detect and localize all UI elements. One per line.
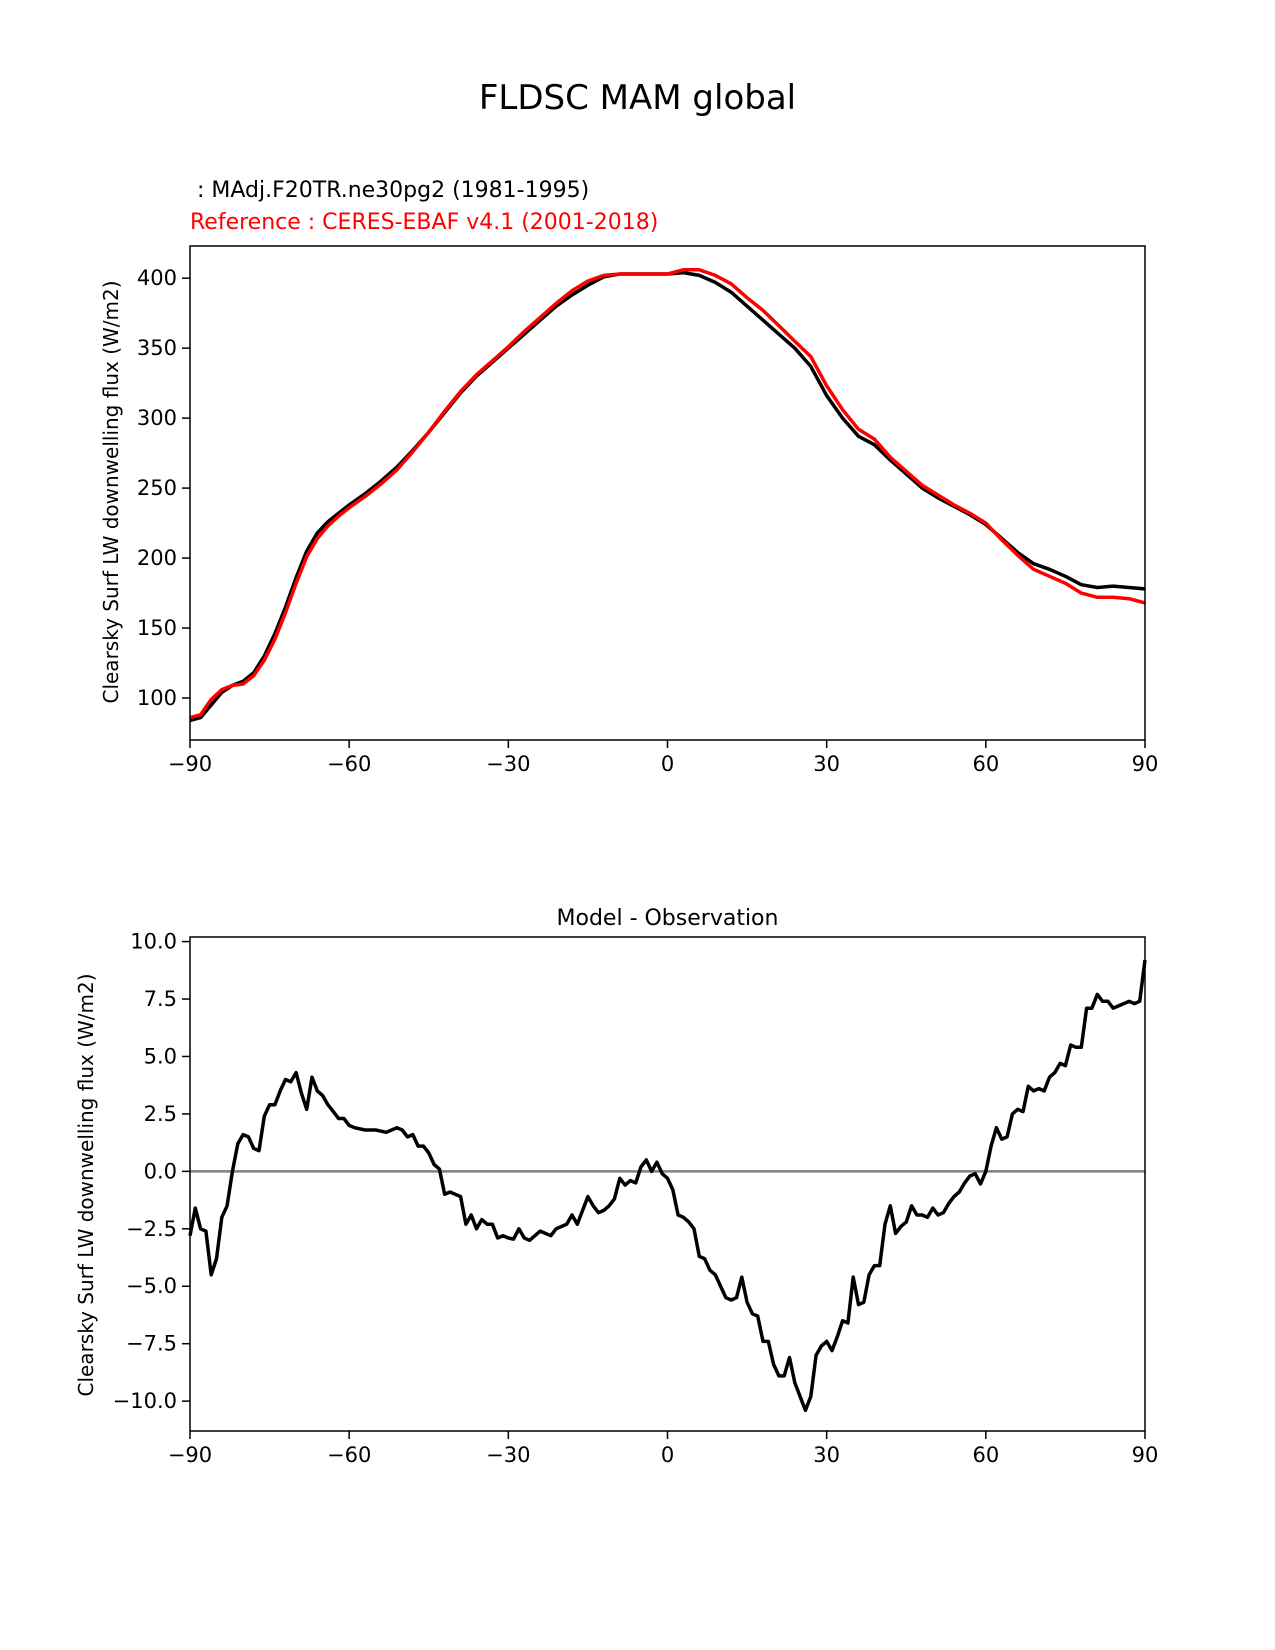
top-chart-x-tick-label: −30 bbox=[486, 752, 530, 776]
top-chart-x-tick-label: 60 bbox=[972, 752, 999, 776]
bottom-chart-y-axis-label: Clearsky Surf LW downwelling flux (W/m2) bbox=[74, 973, 98, 1396]
bottom-chart-x-tick-label: 30 bbox=[813, 1443, 840, 1467]
bottom-chart-y-tick-label: 2.5 bbox=[144, 1102, 177, 1126]
bottom-chart-y-tick-label: −5.0 bbox=[126, 1274, 177, 1298]
top-chart-y-tick-label: 250 bbox=[137, 476, 177, 500]
bottom-chart-ticks: −90 −60 −30 0 30 60 90 10.0 7.5 5.0 2.5 0.0 −2.5 −5.0… bbox=[113, 930, 1159, 1467]
bottom-chart-series-line-model bbox=[188, 959, 1147, 1413]
top-chart-x-tick-label: 30 bbox=[813, 752, 840, 776]
top-chart-x-tick-label: −60 bbox=[327, 752, 371, 776]
top-chart-series bbox=[189, 268, 1146, 723]
bottom-chart-frame bbox=[189, 936, 1146, 1432]
top-chart-reference-label: Reference : CERES-EBAF v4.1 (2001-2018) bbox=[190, 210, 658, 235]
bottom-chart-y-tick-label: −2.5 bbox=[126, 1217, 177, 1241]
bottom-chart-y-tick-label: 10.0 bbox=[130, 930, 177, 954]
bottom-chart-x-tick-label: 60 bbox=[972, 1443, 999, 1467]
top-chart-panel: : MAdj.F20TR.ne30pg2 (1981-1995) Referen… bbox=[99, 178, 1158, 776]
bottom-chart-x-tick-label: −30 bbox=[486, 1443, 530, 1467]
bottom-chart-x-tick-label: 0 bbox=[661, 1443, 674, 1467]
bottom-chart-y-tick-label: −10.0 bbox=[113, 1389, 177, 1413]
bottom-chart-x-tick-label: 90 bbox=[1132, 1443, 1159, 1467]
top-chart-x-tick-label: −90 bbox=[168, 752, 212, 776]
top-chart-x-tick-label: 90 bbox=[1132, 752, 1159, 776]
top-chart-frame bbox=[189, 245, 1146, 741]
top-chart-y-tick-label: 350 bbox=[137, 336, 177, 360]
bottom-chart-y-tick-label: 7.5 bbox=[144, 987, 177, 1011]
top-chart-y-tick-label: 200 bbox=[137, 546, 177, 570]
top-chart-y-tick-label: 150 bbox=[137, 616, 177, 640]
top-chart-test-label: : MAdj.F20TR.ne30pg2 (1981-1995) bbox=[190, 178, 589, 203]
top-chart-x-tick-label: 0 bbox=[661, 752, 674, 776]
top-chart-series-line-reference bbox=[189, 268, 1146, 720]
bottom-chart-y-tick-label: 5.0 bbox=[144, 1044, 177, 1068]
bottom-chart-y-tick-label: 0.0 bbox=[144, 1159, 177, 1183]
top-chart-y-axis-label: Clearsky Surf LW downwelling flux (W/m2) bbox=[99, 280, 123, 703]
bottom-chart-x-tick-label: −90 bbox=[168, 1443, 212, 1467]
bottom-chart-title: Model - Observation bbox=[557, 906, 779, 931]
top-chart-y-tick-label: 100 bbox=[137, 686, 177, 710]
figure-suptitle: FLDSC MAM global bbox=[479, 78, 796, 118]
bottom-chart-x-tick-label: −60 bbox=[327, 1443, 371, 1467]
top-chart-ticks: −90 −60 −30 0 30 60 90 100 150 200 250 300 350 400 bbox=[137, 266, 1158, 776]
bottom-chart-y-tick-label: −7.5 bbox=[126, 1332, 177, 1356]
bottom-chart-panel: Model - Observation Clearsky Surf LW dow… bbox=[74, 906, 1158, 1467]
top-chart-y-tick-label: 300 bbox=[137, 406, 177, 430]
top-chart-y-tick-label: 400 bbox=[137, 266, 177, 290]
bottom-chart-series bbox=[188, 959, 1147, 1413]
